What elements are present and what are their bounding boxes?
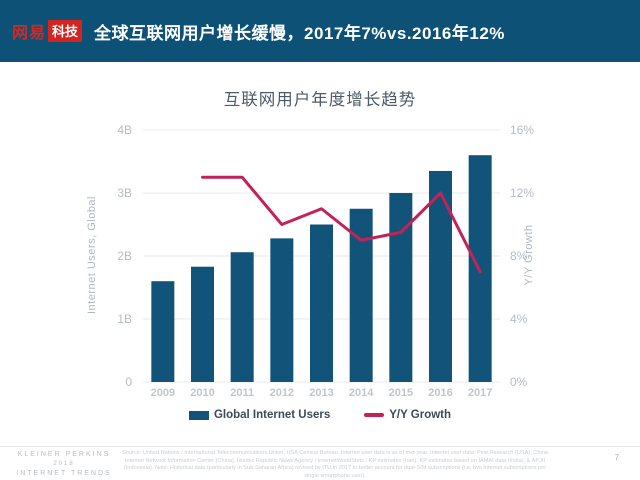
bar-2012: [270, 238, 294, 382]
right-tick-4%: 4%: [510, 312, 528, 326]
page-number: 7: [614, 453, 620, 462]
year-label-2014: 2014: [349, 387, 374, 399]
right-tick-8%: 8%: [510, 249, 528, 263]
legend-item-global-internet-users: Global Internet Users: [188, 409, 331, 421]
left-tick-0: 0: [125, 375, 132, 389]
footer-divider: [0, 446, 640, 447]
bar-series-swatch: [188, 410, 209, 420]
chart-legend: Global Internet Users Y/Y Growth: [0, 406, 640, 424]
year-label-2012: 2012: [270, 387, 294, 399]
header-bar: 网易 科技 全球互联网用户增长缓慢，2017年7%vs.2016年12%: [0, 0, 640, 62]
year-label-2009: 2009: [151, 387, 175, 399]
yy-growth-line: [201, 175, 482, 274]
left-axis-title: Internet Users, Global: [86, 196, 98, 314]
netease-tech-logo: 网易 科技: [12, 19, 83, 43]
right-tick-12%: 12%: [510, 186, 534, 200]
internet-users-trend-chart: 0 0% 1B 4% 2B 8% 3B 12% 4B 16% 2009 2010 2011 2012 201…: [86, 123, 535, 399]
legend-item-yy-growth: Y/Y Growth: [364, 409, 451, 421]
left-tick-3B: 3B: [117, 186, 132, 200]
brand-line-1: KLEINER PERKINS: [17, 451, 111, 458]
bar-2013: [310, 224, 333, 382]
year-label-2010: 2010: [190, 387, 214, 399]
bar-2015: [389, 193, 413, 382]
source-note: Source: United Nations / International T…: [122, 450, 548, 480]
netease-logo-text: 网易: [12, 25, 47, 42]
left-tick-2B: 2B: [117, 249, 132, 263]
legend-label-bars: Global Internet Users: [213, 409, 331, 421]
year-label-2013: 2013: [309, 387, 333, 399]
left-tick-4B: 4B: [117, 123, 132, 137]
right-axis-title: Y/Y Growth: [523, 224, 535, 285]
chart-title: 互联网用户年度增长趋势: [223, 91, 417, 109]
year-label-2017: 2017: [468, 387, 492, 399]
year-label-2016: 2016: [428, 387, 452, 399]
brand-line-2: 2018: [53, 461, 75, 468]
bar-2016: [429, 170, 452, 382]
headline: 全球互联网用户增长缓慢，2017年7%vs.2016年12%: [94, 23, 505, 43]
left-tick-1B: 1B: [117, 312, 132, 326]
bar-2009: [151, 281, 175, 382]
right-tick-0%: 0%: [510, 375, 528, 389]
bar-2014: [349, 208, 373, 382]
right-tick-16%: 16%: [510, 123, 534, 137]
brand-line-3: INTERNET TRENDS: [16, 469, 112, 477]
year-label-2015: 2015: [389, 387, 413, 399]
bar-2010: [191, 266, 214, 382]
year-label-2011: 2011: [230, 387, 254, 399]
bar-2011: [230, 252, 254, 382]
tech-logo-badge: 科技: [48, 20, 83, 42]
legend-label-line: Y/Y Growth: [389, 409, 452, 421]
kleiner-perkins-brand: KLEINER PERKINS 2018 INTERNET TRENDS: [0, 450, 128, 479]
line-series-swatch: [364, 413, 385, 417]
